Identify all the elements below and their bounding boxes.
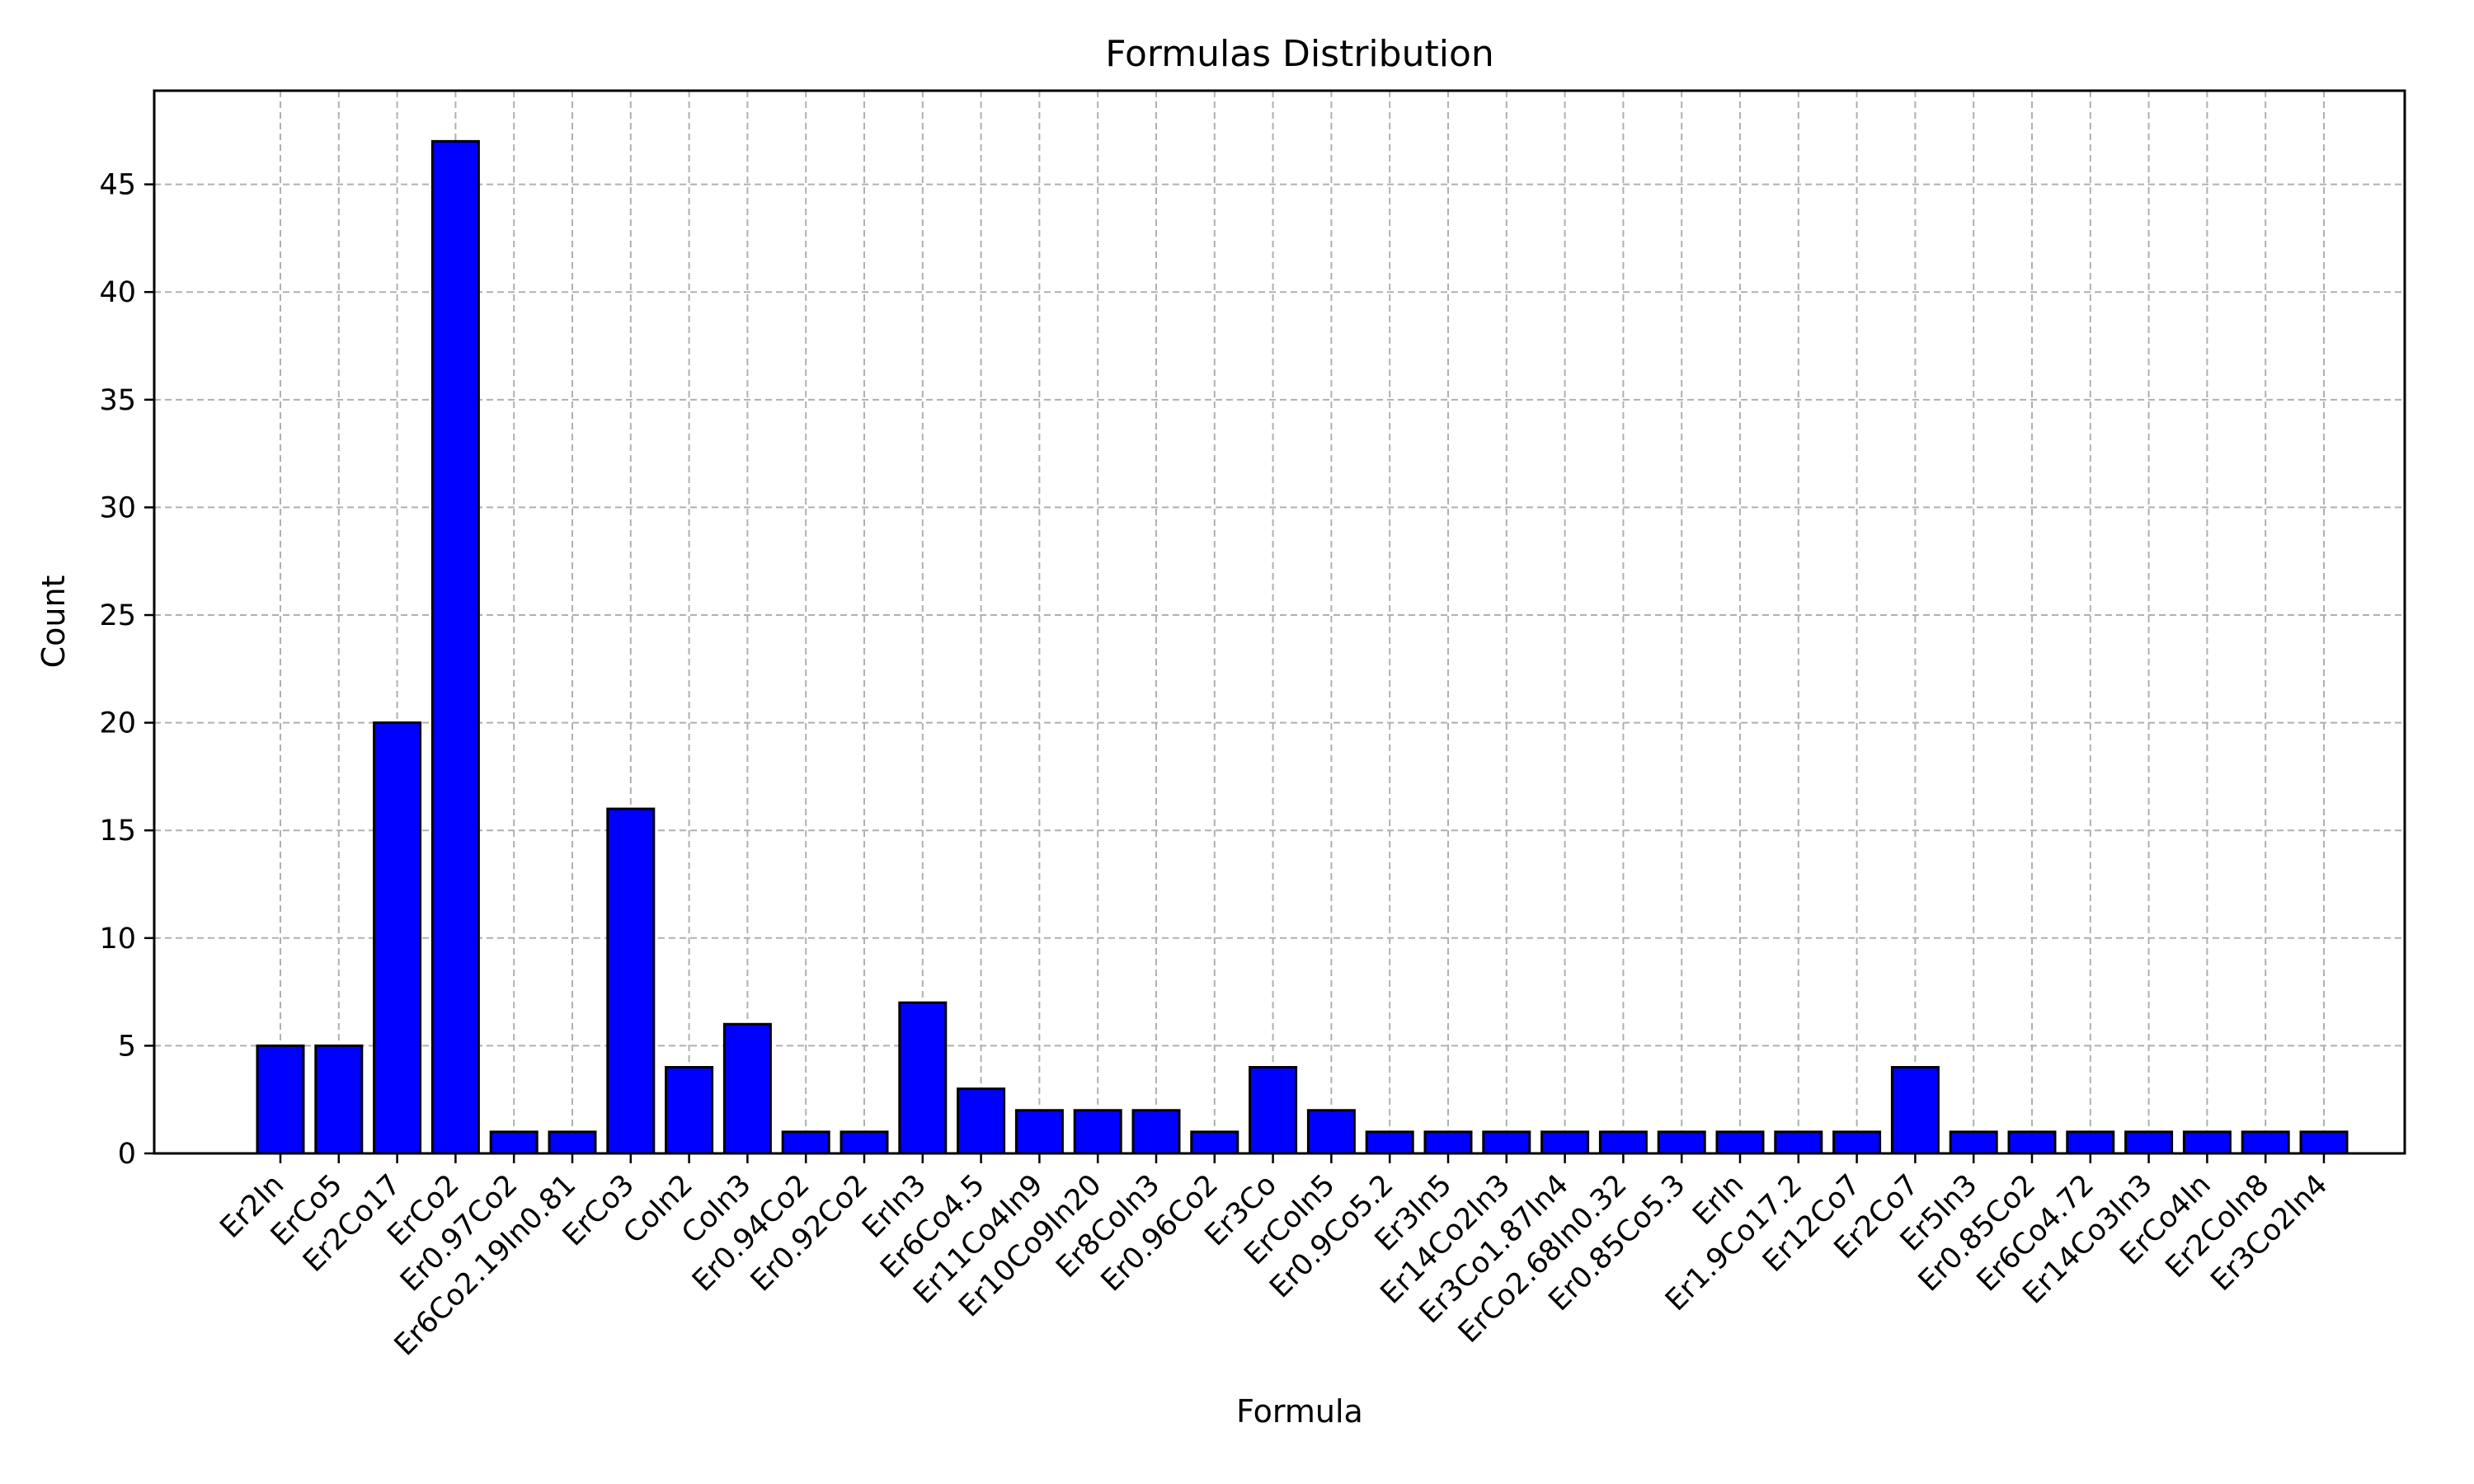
plot-frame [153, 89, 2406, 1155]
bar-ErCo2 [430, 139, 480, 1155]
bar-ErCo5 [314, 1044, 364, 1155]
bar-Er0.94Co2 [781, 1130, 830, 1155]
bar-Er2In [256, 1044, 305, 1155]
y-tick-label: 25 [99, 599, 136, 632]
y-tick-label: 5 [118, 1030, 136, 1063]
bar-Er0.85Co2 [2007, 1130, 2057, 1155]
bar-ErCo3 [606, 807, 656, 1155]
bar-CoIn2 [665, 1066, 714, 1155]
bar-Er2Co17 [373, 721, 422, 1155]
bar-Er3Co [1249, 1066, 1298, 1155]
bar-ErIn [1715, 1130, 1765, 1155]
x-axis-label: Formula [1236, 1393, 1363, 1430]
y-tick-label: 10 [99, 923, 136, 956]
bar-Er6Co4.72 [2066, 1130, 2115, 1155]
y-tick-label: 15 [99, 815, 136, 848]
bar-Er3In5 [1423, 1130, 1473, 1155]
y-tick-label: 30 [99, 491, 136, 524]
bar-CoIn3 [722, 1022, 772, 1155]
y-axis-ticks: 0 5 10 15 20 25 30 35 40 45 [99, 169, 154, 1171]
bar-Er12Co7 [1832, 1130, 1882, 1155]
bar-Er1.9Co17.2 [1774, 1130, 1823, 1155]
bar-ErIn3 [898, 1001, 948, 1155]
bar-Er6Co4.5 [957, 1087, 1006, 1155]
x-axis-ticks: Er2InErCo5Er2Co17ErCo2Er0.97Co2Er6Co2.19… [214, 1153, 2334, 1363]
bar-Er0.97Co2 [489, 1130, 539, 1155]
bar-Er14Co2In3 [1482, 1130, 1531, 1155]
bar-Er2CoIn8 [2241, 1130, 2290, 1155]
y-tick-label: 20 [99, 707, 136, 740]
bar-Er6Co2.19In0.81 [548, 1130, 597, 1155]
y-tick-label: 45 [99, 169, 136, 202]
grid-lines [154, 91, 2405, 1154]
y-axis-label: Count [35, 575, 72, 669]
bars [256, 139, 2349, 1155]
bar-Er3Co2In4 [2299, 1130, 2349, 1155]
bar-ErCo4In [2182, 1130, 2232, 1155]
bar-Er8CoIn3 [1131, 1109, 1181, 1155]
y-tick-label: 0 [118, 1138, 136, 1171]
bar-Er3Co1.87In4 [1540, 1130, 1590, 1155]
bar-Er5In3 [1949, 1130, 1998, 1155]
bar-Er2Co7 [1890, 1066, 1940, 1155]
bar-Er11Co4In9 [1014, 1109, 1064, 1155]
bar-Er0.96Co2 [1190, 1130, 1239, 1155]
bar-ErCoIn5 [1306, 1109, 1356, 1155]
bar-Er0.92Co2 [840, 1130, 889, 1155]
bar-Er0.85Co5.3 [1657, 1130, 1706, 1155]
bar-Er0.9Co5.2 [1365, 1130, 1414, 1155]
bar-ErCo2.68In0.32 [1598, 1130, 1648, 1155]
y-tick-label: 40 [99, 276, 136, 309]
y-tick-label: 35 [99, 384, 136, 417]
chart-title: Formulas Distribution [1105, 33, 1494, 75]
bar-Er10Co9In20 [1073, 1109, 1122, 1155]
bar-Er14Co3In3 [2124, 1130, 2174, 1155]
